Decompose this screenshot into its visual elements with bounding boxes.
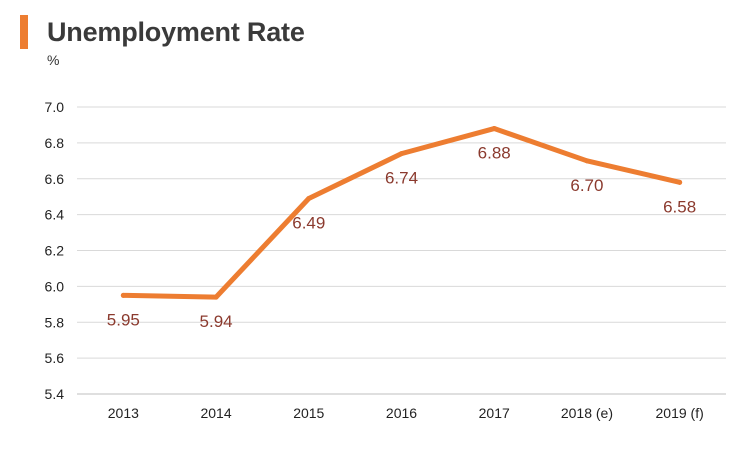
data-label: 5.94: [200, 312, 233, 331]
chart-title: Unemployment Rate: [47, 17, 305, 47]
y-tick-label: 6.4: [45, 207, 65, 223]
data-point: [491, 126, 497, 132]
y-tick-label: 5.6: [45, 350, 65, 366]
data-label: 6.49: [292, 213, 325, 232]
y-tick-label: 6.6: [45, 171, 65, 187]
x-tick-label: 2015: [293, 405, 324, 421]
y-tick-label: 6.8: [45, 135, 65, 151]
y-tick-label: 5.4: [45, 386, 65, 402]
data-label: 6.88: [478, 144, 511, 163]
x-tick-label: 2016: [386, 405, 417, 421]
y-tick-label: 6.0: [45, 278, 65, 294]
data-point: [399, 151, 404, 157]
data-label: 6.58: [663, 197, 696, 216]
x-tick-label: 2019 (f): [656, 405, 704, 421]
x-tick-label: 2017: [479, 405, 510, 421]
y-tick-label: 5.8: [45, 314, 65, 330]
data-label: 6.70: [570, 176, 603, 195]
x-tick-label: 2014: [200, 405, 231, 421]
data-point: [677, 179, 683, 185]
data-point: [584, 158, 590, 164]
x-tick-label: 2013: [108, 405, 139, 421]
y-tick-label: 7.0: [45, 99, 65, 115]
data-point: [306, 195, 312, 201]
data-point: [120, 292, 126, 298]
y-axis-unit-label: %: [47, 52, 60, 68]
data-label: 5.95: [107, 310, 140, 329]
x-tick-label: 2018 (e): [561, 405, 613, 421]
y-tick-label: 6.2: [45, 243, 65, 259]
data-label: 6.74: [385, 169, 418, 188]
data-point: [213, 294, 219, 300]
title-accent-bar: [20, 15, 28, 49]
